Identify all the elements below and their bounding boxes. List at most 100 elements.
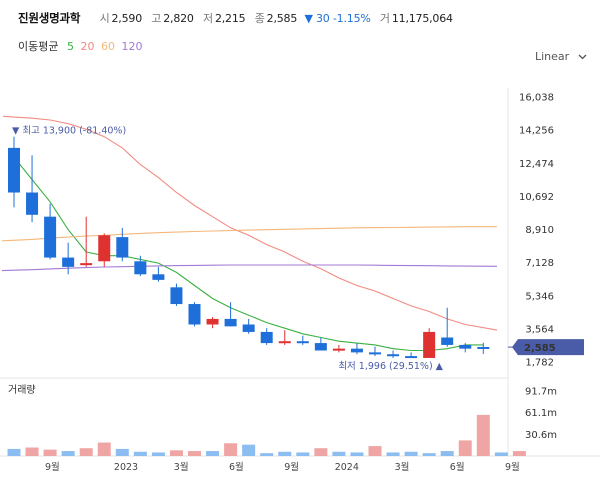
volume-bar [458,440,472,456]
high-annotation: ▼ 최고 13,900 (-81.40%) [12,126,126,137]
volume-bar [169,450,183,456]
ma60-line [1,226,497,242]
stock-name: 진원생명과학 [18,11,81,25]
y-tick-label: 7,128 [525,258,554,269]
volume-bar [386,452,400,456]
candle-body [332,348,345,351]
y-tick-label: 3,564 [525,324,554,335]
candle-body [369,352,381,355]
ma120-label: 120 [121,40,143,53]
volume-bar [296,452,310,456]
candle-body [8,147,20,193]
y-tick-label: 5,346 [525,291,554,302]
y-tick-label: 14,256 [519,126,554,137]
candle-body [224,318,237,327]
close-label: 종 [254,12,265,25]
y-tick-label: 12,474 [519,159,554,170]
x-tick-label: 2023 [114,462,138,473]
volume-bar [494,452,508,456]
volume-bar [476,414,490,456]
current-price-tag-label: 2,585 [524,343,556,354]
volume-bar [368,446,382,456]
volume-bar [151,452,165,456]
candle-body [477,346,490,349]
volume-bar [7,448,21,456]
x-tick-label: 9월 [284,461,299,473]
y-tick-label: 10,692 [519,192,554,203]
candle-body [98,235,111,262]
candle-body [44,216,57,258]
y-tick-label: 1,782 [525,358,554,369]
x-tick-label: 3월 [395,461,410,473]
low-label: 저 [203,12,213,25]
candle-body [459,344,472,349]
candle-body [62,257,75,267]
high-value: 2,820 [163,12,194,25]
candle-body [387,354,400,357]
candle-body [423,331,436,358]
x-tick-label: 6월 [229,461,244,473]
candle-body [405,356,418,359]
candle-body [242,324,255,332]
volume-bar [332,451,346,456]
candle-body [296,341,309,344]
volume-bar [314,448,328,456]
x-tick-label: 3월 [174,461,189,473]
x-tick-label: 9월 [45,461,60,473]
volume-bar [25,447,39,456]
moving-average-legend[interactable]: 이동평균 5 20 60 120 [18,38,147,54]
candle-body [116,237,129,258]
volume-bar [133,451,147,456]
candle-body [26,192,39,215]
volume-tick-label: 91.7m [525,386,557,397]
volume-tick-label: 61.1m [525,408,557,419]
ma120-line [1,264,498,272]
candle-body [188,304,201,325]
ma5-label: 5 [66,40,74,53]
volume-bar [61,451,75,456]
candle-body [170,287,183,305]
volume-bar [260,453,274,456]
ma60-label: 60 [100,40,115,53]
change-value: ▼ 30 -1.15% [304,12,371,25]
x-tick-label: 9월 [505,461,520,473]
low-value: 2,215 [214,12,246,25]
candle-body [134,261,147,275]
candle-body [206,318,219,325]
candle-body [350,348,363,353]
volume-bar [115,448,129,456]
stock-header: 진원생명과학 시 2,590 고 2,820 저 2,215 종 2,585 ▼ 30 … [18,10,453,26]
volume-tick-label: 30.6m [525,430,557,441]
volume-value: 11,175,064 [391,12,453,25]
volume-bar [224,443,238,456]
volume-bar [43,449,57,456]
volume-bar [97,442,111,456]
volume-label: 거 [379,12,390,25]
current-price-tag [512,339,584,356]
volume-bar [206,451,220,456]
volume-label: 거래량 [8,384,36,396]
close-value: 2,585 [266,12,298,25]
volume-bar [278,451,292,456]
x-tick-label: 6월 [450,461,465,473]
ma20-label: 20 [80,40,95,53]
open-value: 2,590 [111,12,143,25]
y-tick-label: 16,038 [519,93,554,104]
volume-bar [350,452,364,456]
volume-bar [512,451,526,456]
ma5-line [13,156,484,352]
volume-bar [422,453,436,456]
high-label: 고 [151,12,162,25]
volume-bar [404,451,418,456]
candle-body [441,337,454,345]
low-annotation: 최저 1,996 (29.51%) ▲ [338,361,443,372]
scale-select[interactable]: Linear [535,50,587,63]
ma20-line [2,115,498,331]
chevron-down-icon [578,54,587,60]
candle-body [278,341,291,344]
volume-bar [242,444,256,456]
candle-body [314,343,327,351]
candle-body [152,274,165,280]
volume-bar [188,451,201,456]
